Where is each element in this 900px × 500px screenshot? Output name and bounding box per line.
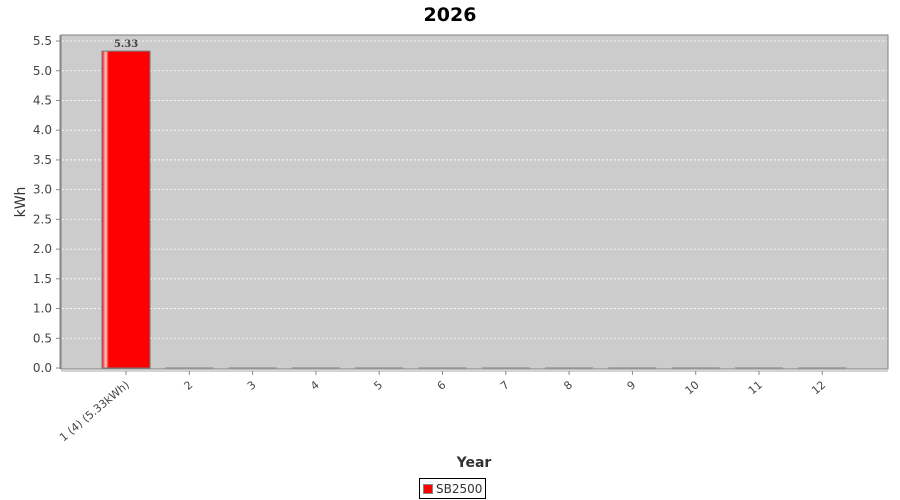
x-tick-label: 3 — [245, 378, 259, 392]
legend-swatch — [423, 483, 433, 494]
x-tick-label: 9 — [625, 378, 639, 392]
y-tick-label: 1.5 — [33, 272, 52, 286]
x-tick-label: 10 — [683, 378, 702, 397]
legend: SB2500 — [419, 478, 487, 499]
chart-title: 2026 — [424, 4, 477, 26]
x-tick-label: 12 — [809, 378, 828, 397]
plot-area — [60, 34, 889, 370]
x-tick-label: 8 — [561, 378, 575, 392]
y-tick-label: 3.5 — [33, 153, 52, 167]
data-label: 5.33 — [114, 39, 138, 50]
y-tick-label: 2.5 — [33, 212, 52, 226]
x-axis-label: Year — [456, 455, 492, 471]
bar — [101, 50, 151, 369]
y-tick-label: 5.0 — [33, 64, 52, 78]
y-tick-label: 3.0 — [33, 183, 52, 197]
y-tick-label: 5.5 — [33, 34, 52, 48]
x-tick-label: 2 — [182, 378, 196, 392]
legend-label: SB2500 — [436, 481, 483, 496]
y-tick-label: 0.0 — [33, 361, 52, 375]
y-tick-label: 1.0 — [33, 302, 52, 316]
x-tick-label: 1 (4) (5.33kWh) — [57, 378, 132, 444]
x-tick-label: 7 — [498, 378, 512, 392]
y-tick-label: 4.0 — [33, 123, 52, 137]
y-tick-label: 2.0 — [33, 242, 52, 256]
y-axis-label: kWh — [13, 187, 29, 218]
x-tick-label: 6 — [435, 378, 449, 392]
x-tick-label: 4 — [308, 378, 322, 392]
y-tick-label: 0.5 — [33, 331, 52, 345]
y-tick-label: 4.5 — [33, 93, 52, 107]
x-tick-label: 5 — [371, 378, 385, 392]
x-tick-label: 11 — [746, 378, 765, 397]
